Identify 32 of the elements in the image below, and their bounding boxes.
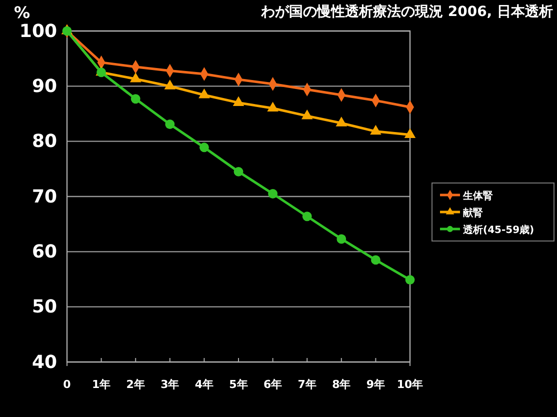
x-tick-label: 8年 — [332, 378, 351, 391]
x-tick-label: 5年 — [229, 378, 248, 391]
y-axis-title: % — [14, 3, 30, 22]
y-tick-label: 60 — [32, 241, 57, 262]
chart-title: わが国の慢性透析療法の現況 2006, 日本透析 — [260, 3, 553, 20]
x-tick-label: 9年 — [366, 378, 386, 391]
point — [165, 120, 175, 129]
x-tick-label: 0 — [63, 378, 72, 391]
y-tick-label: 90 — [32, 76, 57, 97]
point — [234, 166, 244, 176]
y-tick-label: 100 — [19, 20, 57, 42]
y-tick-label: 50 — [32, 296, 57, 318]
x-tick-label: 10年 — [396, 378, 424, 391]
x-tick-label: 7年 — [298, 378, 316, 391]
legend-label: 透析(45-59歳) — [462, 224, 534, 236]
legend-label: 献腎 — [463, 207, 484, 219]
x-tick-label: 1年 — [92, 378, 111, 391]
point — [199, 142, 209, 152]
x-tick-label: 4年 — [194, 378, 214, 391]
x-tick-label: 3年 — [160, 378, 180, 391]
point — [130, 94, 140, 104]
point — [370, 255, 380, 265]
point — [268, 189, 278, 198]
x-tick-label: 2年 — [126, 378, 145, 391]
y-tick-label: 70 — [32, 186, 57, 208]
point — [302, 212, 312, 222]
y-tick-label: 40 — [32, 352, 57, 373]
point — [336, 234, 346, 244]
x-tick-label: 6年 — [263, 378, 282, 391]
point — [405, 275, 415, 285]
legend-label: 生体腎 — [462, 190, 494, 202]
y-tick-label: 80 — [32, 131, 57, 152]
